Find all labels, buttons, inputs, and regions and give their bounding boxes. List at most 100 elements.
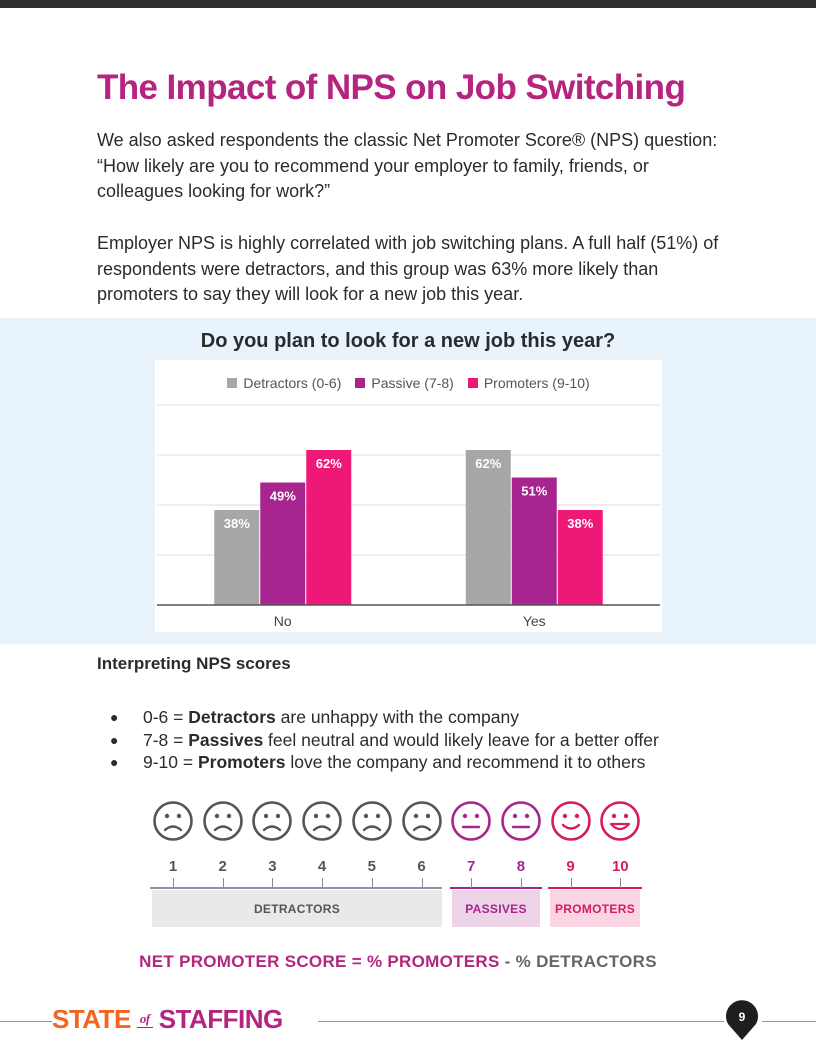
bullet-term: Passives [188,729,264,750]
legend-label-detractors: Detractors (0-6) [243,375,342,391]
scale-number: 6 [417,858,426,875]
page-marker-shape [726,1000,758,1040]
legend-swatch-promoters [467,378,478,388]
scale-tick [620,878,622,888]
page-number-badge: 9 [726,1000,758,1040]
bullet-dot: ● [110,731,119,748]
chart-title: Do you plan to look for a new job this y… [200,330,616,352]
grin-face-icon [600,801,641,841]
scale-number: 1 [168,858,178,875]
chart-legend: Detractors (0-6) Passive (7-8) Promoters… [155,375,662,391]
bar-no-3 [306,450,352,605]
bullet-dot: ● [110,709,119,725]
page-title: The Impact of NPS on Job Switching [97,68,686,107]
x-tick-label: Yes [523,613,546,629]
logo-of: of [136,1011,153,1028]
bullet-text: 9-10 = Promoters love the company and re… [143,751,645,774]
smile-face-icon [550,801,591,841]
scale-number: 9 [566,858,575,875]
neutral-face-icon [451,801,491,841]
footer-line-left [0,1021,52,1022]
bar-yes-1 [465,450,511,605]
legend-detractors: Detractors (0-6) [227,375,341,391]
logo-state: STATE [52,1004,131,1034]
page-number: 9 [739,1010,746,1024]
x-tick-label: No [274,613,292,629]
correlation-paragraph: Employer NPS is highly correlated with j… [97,233,719,304]
scale-number: 2 [218,858,227,875]
legend-swatch-passive [355,378,366,388]
bar-no-1 [214,510,260,605]
scale-number: 4 [317,858,327,875]
state-of-staffing-logo: STATE of STAFFING [52,1004,283,1035]
axis-line-promoters [548,887,642,889]
scale-number: 7 [467,858,476,875]
sad-face-icon [252,801,293,841]
scale-tick [272,878,274,888]
nps-formula: NET PROMOTER SCORE = % PROMOTERS - % DET… [0,952,796,972]
bar-chart: Detractors (0-6) Passive (7-8) Promoters… [155,360,662,632]
top-bar [0,0,816,8]
scale-number: 3 [268,858,277,875]
bar-yes-3 [557,510,603,605]
bullet-dot: ● [110,754,119,770]
bar-no-2 [260,482,306,605]
intro-paragraph: We also asked respondents the classic Ne… [97,130,718,201]
bullet-detractors: ● 0-6 = Detractors are unhappy with the … [110,706,750,729]
scale-tick [322,878,324,888]
bullet-rest: love the company and recommend it to oth… [285,752,646,772]
data-label: 62% [475,456,501,471]
legend-passive: Passive (7-8) [355,375,454,391]
legend-label-passive: Passive (7-8) [371,375,454,391]
sad-face-icon [302,801,342,841]
formula-detractors: - % DETRACTORS [499,952,657,971]
footer-line-far-right [762,1021,816,1022]
nps-bullet-list: ● 0-6 = Detractors are unhappy with the … [110,706,750,774]
bar-yes-2 [511,477,557,605]
bullet-term: Promoters [197,752,286,772]
bullet-promoters: ● 9-10 = Promoters love the company and … [110,751,750,774]
bullet-text: 0-6 = Detractors are unhappy with the co… [143,706,519,729]
scale-tick [371,878,373,888]
legend-promoters: Promoters (9-10) [467,375,590,391]
sad-face-icon [401,801,442,841]
scale-tick [173,878,174,888]
formula-promoters: NET PROMOTER SCORE = % PROMOTERS [139,952,500,971]
axis-line-detractors [150,887,442,889]
axis-line-passives [450,887,542,889]
bullet-range: 9-10 = [143,752,198,772]
data-label: 38% [224,516,250,531]
segment-detractors: DETRACTORS [152,890,442,927]
sad-face-icon [351,801,392,841]
sad-face-icon [202,801,243,841]
data-label: 51% [521,484,547,499]
data-label: 62% [316,456,342,471]
scale-number: 10 [611,858,629,875]
bullet-passives: ● 7-8 = Passives feel neutral and would … [110,729,750,752]
bullet-rest: are unhappy with the company [275,707,520,727]
bullet-term: Detractors [188,707,276,727]
scale-tick [421,878,423,888]
scale-tick [471,878,473,888]
segment-passives: PASSIVES [452,890,540,927]
scale-number: 5 [367,858,376,875]
scale-tick [570,878,572,888]
data-label: 38% [567,516,593,531]
sad-face-icon [153,801,193,841]
nps-scale: DETRACTORS PASSIVES PROMOTERS 1 2 3 4 5 6 7 8 9 1… [150,800,650,940]
scale-tick [222,878,224,888]
scale-tick [520,878,522,888]
bullet-rest: feel neutral and would likely leave for … [263,729,659,750]
bullet-range: 7-8 = [143,729,189,750]
interpreting-heading: Interpreting NPS scores [97,654,291,673]
logo-staffing: STAFFING [158,1004,284,1034]
scale-number: 8 [516,858,526,875]
footer-line-right [318,1021,724,1022]
neutral-face-icon [501,801,541,841]
chart-plot: 38% 49% 62% No 62% 51% 38% Yes [157,404,660,629]
data-label: 49% [270,489,296,504]
legend-swatch-detractors [227,378,238,388]
segment-promoters: PROMOTERS [550,890,640,927]
bullet-text: 7-8 = Passives feel neutral and would li… [143,729,659,752]
legend-label-promoters: Promoters (9-10) [483,375,590,391]
